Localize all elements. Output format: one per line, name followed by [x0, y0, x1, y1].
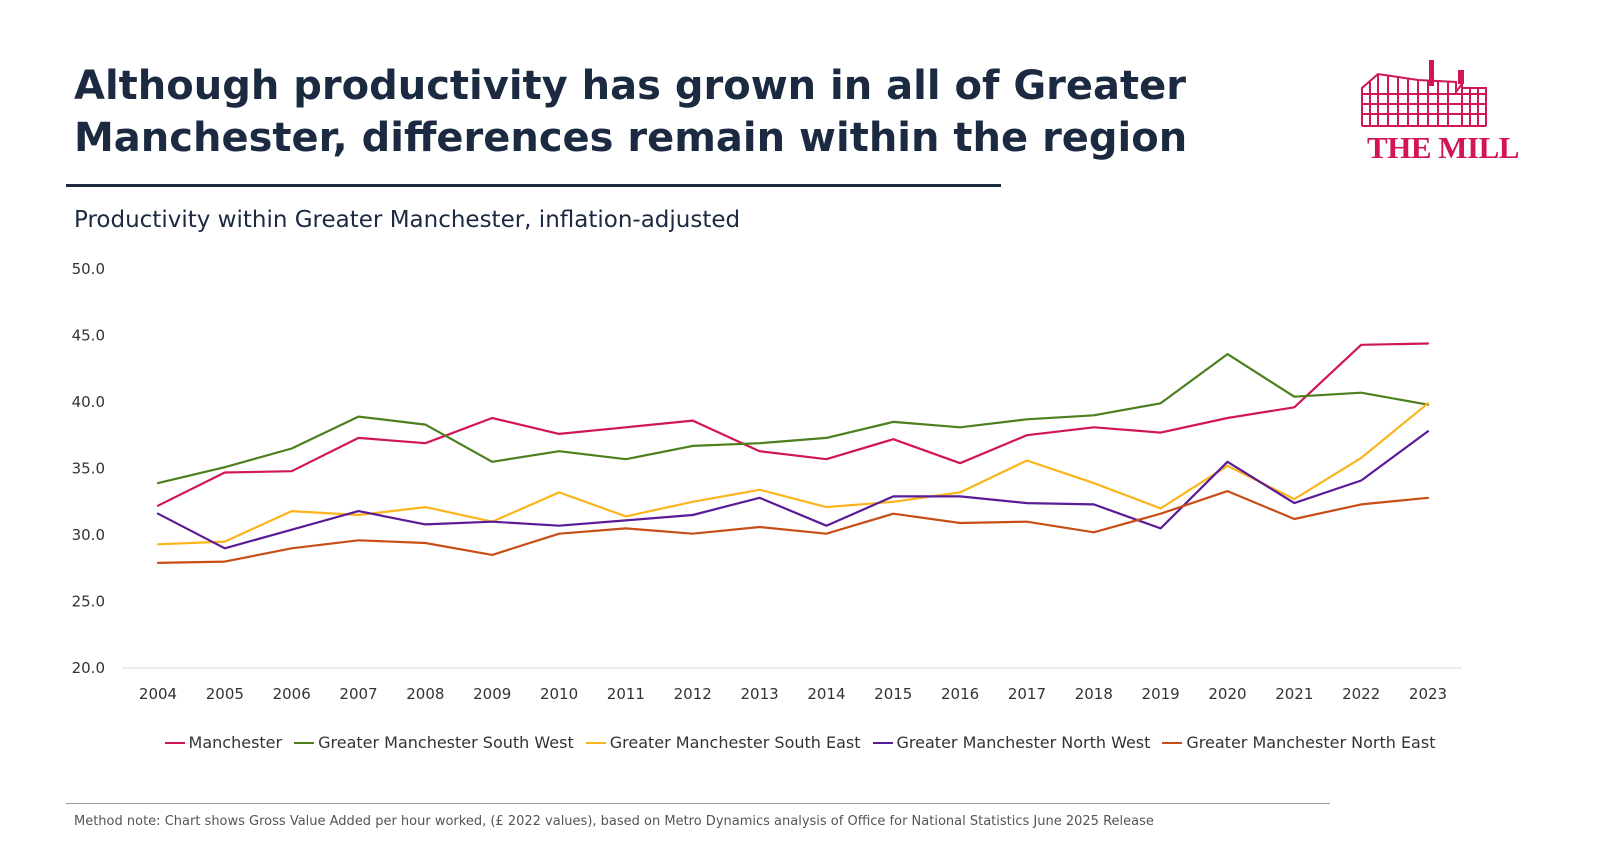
x-tick-label: 2012	[674, 685, 712, 703]
method-note: Method note: Chart shows Gross Value Add…	[74, 814, 1154, 829]
title-divider	[66, 184, 1001, 187]
x-tick-label: 2021	[1275, 685, 1313, 703]
y-tick-label: 25.0	[72, 593, 105, 611]
y-axis-tick-labels: 20.0 25.0 30.0 35.0 40.0 45.0 50.0	[72, 260, 105, 677]
series-line-greater-manchester-south-west	[156, 352, 1430, 485]
series-line-manchester	[156, 342, 1430, 507]
page-title: Although productivity has grown in all o…	[74, 63, 1188, 161]
series-line-greater-manchester-south-east	[156, 402, 1430, 546]
x-tick-label: 2020	[1208, 685, 1246, 703]
x-tick-label: 2023	[1409, 685, 1447, 703]
x-tick-label: 2004	[139, 685, 177, 703]
note-divider	[66, 803, 1330, 804]
y-tick-label: 40.0	[72, 393, 105, 411]
productivity-line-chart: 20.025.030.035.040.045.050.0 2004 2005 200…	[72, 260, 1462, 703]
y-tick-label: 30.0	[72, 526, 105, 544]
x-tick-label: 2006	[273, 685, 311, 703]
the-mill-logo: THE MILL	[1358, 58, 1528, 168]
series-lines	[156, 342, 1430, 564]
legend-item: Manchester	[164, 733, 283, 752]
y-tick-label: 50.0	[72, 260, 105, 278]
x-axis: 2004 2005 2006 2007 2008 2009 2010 2011 2012 2013…	[122, 667, 1462, 703]
x-tick-label: 2008	[406, 685, 444, 703]
x-tick-label: 2009	[473, 685, 511, 703]
legend-swatch	[294, 741, 315, 744]
series-line-greater-manchester-north-west	[156, 430, 1430, 550]
x-tick-label: 2007	[339, 685, 377, 703]
chart-subtitle: Productivity within Greater Manchester, …	[74, 207, 741, 233]
legend-label: Greater Manchester North East	[1186, 733, 1436, 752]
legend-label: Greater Manchester South East	[609, 733, 861, 752]
x-tick-label: 2005	[206, 685, 244, 703]
legend-item: Greater Manchester North West	[872, 733, 1151, 752]
x-tick-label: 2010	[540, 685, 578, 703]
legend-item: Greater Manchester South East	[585, 733, 861, 752]
y-tick-label: 35.0	[72, 460, 105, 478]
y-tick-label: 45.0	[72, 327, 105, 345]
x-tick-label: 2015	[874, 685, 912, 703]
legend-label: Manchester	[188, 733, 283, 752]
x-tick-label: 2011	[607, 685, 645, 703]
x-tick-label: 2019	[1142, 685, 1180, 703]
legend-label: Greater Manchester South West	[318, 733, 574, 752]
legend-swatch	[1162, 741, 1183, 744]
series-line-greater-manchester-north-east	[156, 490, 1430, 564]
y-tick-label: 20.0	[72, 659, 105, 677]
logo-text: THE MILL	[1367, 130, 1519, 165]
legend-swatch	[872, 741, 893, 744]
chart-legend: Manchester Greater Manchester South West G…	[0, 733, 1600, 752]
legend-label: Greater Manchester North West	[896, 733, 1151, 752]
mill-building-icon	[1361, 60, 1487, 127]
legend-swatch	[585, 741, 606, 744]
x-tick-label: 2013	[740, 685, 778, 703]
legend-item: Greater Manchester South West	[294, 733, 574, 752]
x-tick-label: 2017	[1008, 685, 1046, 703]
x-tick-label: 2014	[807, 685, 845, 703]
x-tick-label: 2018	[1075, 685, 1113, 703]
x-tick-label: 2016	[941, 685, 979, 703]
x-tick-label: 2022	[1342, 685, 1380, 703]
legend-item: Greater Manchester North East	[1162, 733, 1435, 752]
legend-swatch	[164, 741, 185, 744]
